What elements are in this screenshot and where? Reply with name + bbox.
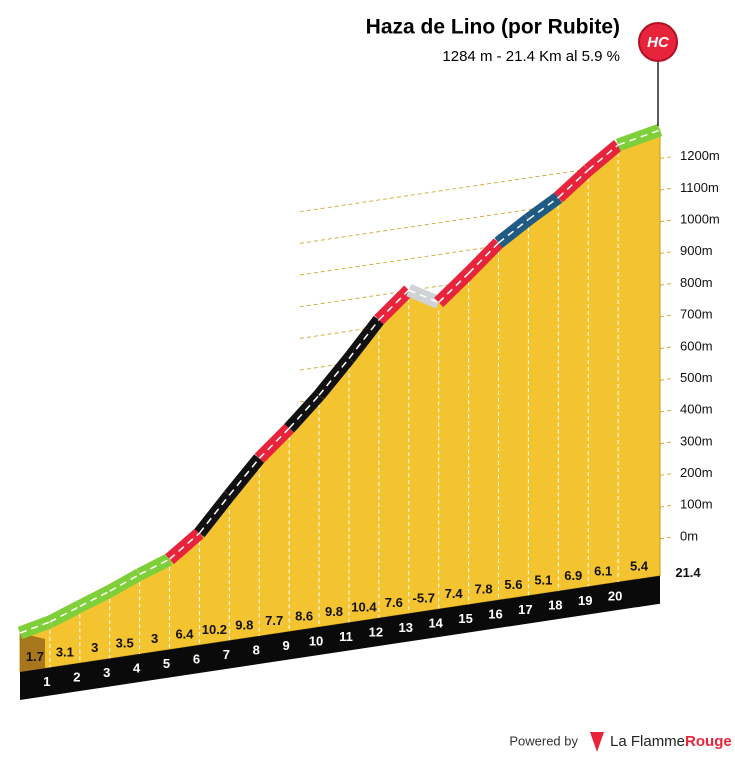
gradient-label: 7.8 bbox=[475, 582, 493, 597]
km-label: 8 bbox=[253, 642, 260, 657]
gradient-label: 3.5 bbox=[116, 636, 134, 651]
road-centerline bbox=[587, 144, 619, 171]
road-centerline bbox=[408, 289, 439, 304]
gradient-label: 3 bbox=[151, 631, 158, 646]
road-centerline bbox=[438, 272, 470, 303]
brand-logo bbox=[590, 732, 604, 752]
chart-subtitle: 1284 m - 21.4 Km al 5.9 % bbox=[442, 48, 620, 65]
km-label: 7 bbox=[223, 647, 230, 662]
km-label: 3 bbox=[103, 665, 110, 680]
gradient-label: 10.2 bbox=[202, 622, 227, 637]
gradient-label: 8.6 bbox=[295, 609, 313, 624]
road-segment bbox=[254, 423, 294, 463]
y-tick-label: 100m bbox=[680, 497, 713, 512]
gradient-label: 5.6 bbox=[504, 577, 522, 592]
km-label: 2 bbox=[73, 669, 80, 684]
road-centerline bbox=[49, 605, 81, 623]
y-tick-label: 0m bbox=[680, 528, 698, 543]
gradient-label: 5.1 bbox=[534, 573, 552, 588]
gradient-label: 7.4 bbox=[445, 586, 464, 601]
y-tick-label: 1000m bbox=[680, 211, 720, 226]
road-centerline bbox=[79, 590, 111, 608]
category-label: HC bbox=[647, 34, 670, 51]
km-label: 1 bbox=[43, 674, 50, 689]
gradient-label: 6.1 bbox=[594, 564, 612, 579]
km-label: 19 bbox=[578, 593, 592, 608]
road-centerline bbox=[557, 169, 589, 199]
y-tick-label: 1200m bbox=[680, 148, 720, 163]
category-badge bbox=[638, 22, 678, 62]
gradient-label: 9.8 bbox=[235, 618, 253, 633]
km-label: 13 bbox=[399, 620, 413, 635]
km-label: 11 bbox=[339, 629, 353, 644]
y-tick-label: 500m bbox=[680, 370, 713, 385]
km-label: 9 bbox=[283, 638, 290, 653]
gradient-label: 3 bbox=[91, 640, 98, 655]
road-centerline bbox=[288, 394, 320, 429]
road-centerline bbox=[498, 218, 529, 244]
gradient-label: 3.1 bbox=[56, 645, 74, 660]
km-label: 20 bbox=[608, 588, 622, 603]
road-centerline bbox=[139, 558, 170, 576]
y-tick-label: 300m bbox=[680, 433, 713, 448]
brand-name: La Flamme bbox=[610, 733, 685, 750]
km-label: 5 bbox=[163, 656, 170, 671]
road-centerline bbox=[19, 621, 51, 634]
km-label: 17 bbox=[518, 602, 532, 617]
km-label: 15 bbox=[458, 611, 472, 626]
y-tick-label: 400m bbox=[680, 402, 713, 417]
road-segment bbox=[374, 285, 414, 325]
gradient-label: 9.8 bbox=[325, 604, 343, 619]
km-label: 4 bbox=[133, 660, 141, 675]
gradient-label: 1.7 bbox=[26, 649, 44, 664]
y-tick-label: 1100m bbox=[680, 180, 719, 195]
gradient-label: 10.4 bbox=[351, 600, 377, 615]
gradient-label: 7.6 bbox=[385, 595, 403, 610]
road-centerline bbox=[348, 319, 380, 360]
gradient-label: 6.4 bbox=[175, 627, 194, 642]
road-centerline bbox=[109, 573, 140, 592]
brand-accent: Rouge bbox=[685, 733, 732, 750]
y-tick-label: 900m bbox=[680, 243, 713, 258]
footer-brand: La FlammeRouge bbox=[610, 733, 732, 750]
km-band bbox=[20, 575, 660, 700]
km-label: 10 bbox=[309, 633, 323, 648]
y-tick-label: 800m bbox=[680, 275, 713, 290]
y-tick-label: 200m bbox=[680, 465, 713, 480]
km-label: 12 bbox=[369, 624, 383, 639]
km-label: 21.4 bbox=[675, 565, 701, 580]
chart-title: Haza de Lino (por Rubite) bbox=[366, 16, 620, 39]
gradient-label: -5.7 bbox=[413, 591, 435, 606]
km-label: 14 bbox=[428, 615, 443, 630]
road-centerline bbox=[169, 532, 200, 560]
road-centerline bbox=[198, 494, 230, 534]
road-centerline bbox=[527, 196, 559, 221]
road-centerline bbox=[617, 129, 661, 146]
km-label: 18 bbox=[548, 597, 562, 612]
gradient-label: 6.9 bbox=[564, 568, 582, 583]
km-label: 6 bbox=[193, 651, 200, 666]
road-segment bbox=[463, 238, 504, 278]
gradient-label: 7.7 bbox=[265, 613, 283, 628]
side-face bbox=[20, 632, 45, 672]
road-centerline bbox=[318, 358, 350, 396]
km-label: 16 bbox=[488, 606, 502, 621]
plot: 0m 100m 200m 300m 400m 500m 600m 700m 800m 900m 10… bbox=[17, 123, 720, 700]
gradient-label: 5.4 bbox=[630, 558, 649, 573]
y-tick-label: 700m bbox=[680, 307, 713, 322]
y-tick-label: 600m bbox=[680, 338, 713, 353]
road-centerline bbox=[228, 457, 260, 496]
footer-powered: Powered by bbox=[509, 733, 578, 748]
